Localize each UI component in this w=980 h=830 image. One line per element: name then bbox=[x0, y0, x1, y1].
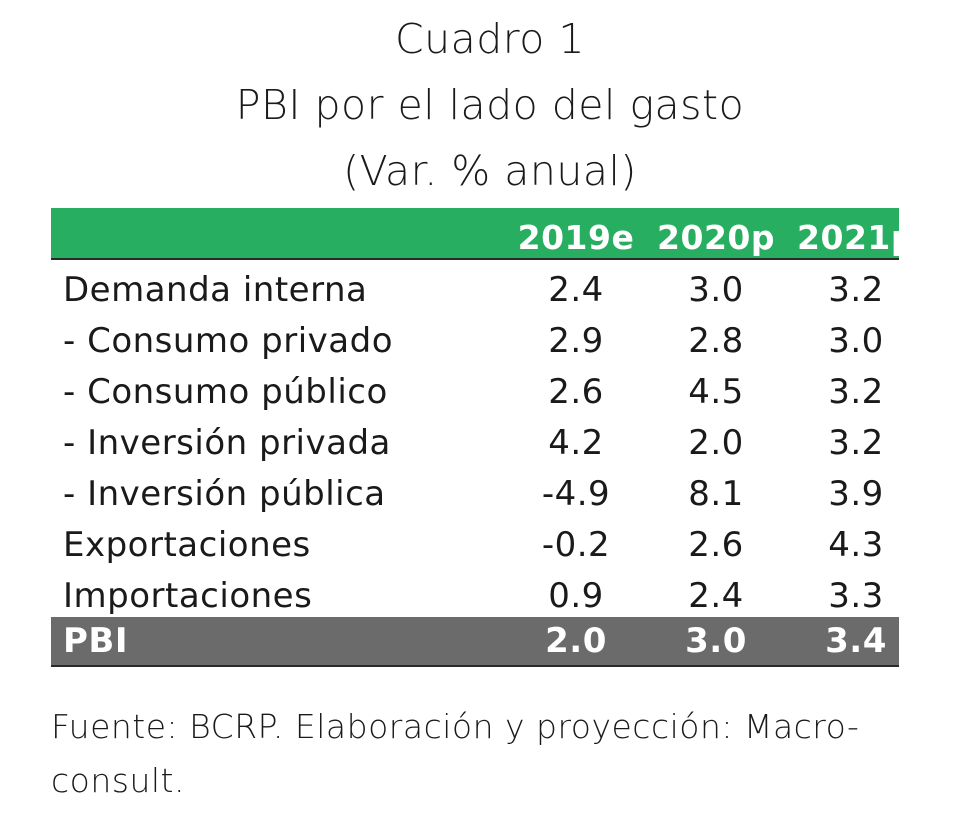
value-2020p: 2.4 bbox=[688, 575, 744, 616]
value-2020p: 4.5 bbox=[688, 371, 744, 412]
row-label: - Consumo privado bbox=[63, 320, 394, 361]
table-row-exportaciones: Exportaciones -0.2 2.6 4.3 bbox=[51, 515, 899, 566]
value-2020p: 2.0 bbox=[688, 422, 744, 463]
column-header-2020p: 2020p bbox=[657, 217, 775, 257]
value-2019e: 2.4 bbox=[548, 269, 604, 310]
total-value-2021p: 3.4 bbox=[825, 621, 887, 661]
total-label: PBI bbox=[63, 621, 128, 661]
row-label: - Inversión privada bbox=[63, 422, 391, 463]
table-row-demanda-interna: Demanda interna 2.4 3.0 3.2 bbox=[51, 260, 899, 311]
column-header-2021p: 2021p bbox=[797, 217, 915, 257]
row-label: - Consumo público bbox=[63, 371, 388, 412]
table-row-inversion-privada: - Inversión privada 4.2 2.0 3.2 bbox=[51, 413, 899, 464]
source-note: Fuente: BCRP. Elaboración y proyección: … bbox=[51, 700, 911, 808]
table-row-inversion-publica: - Inversión pública -4.9 8.1 3.9 bbox=[51, 464, 899, 515]
title-main: PBI por el lado del gasto bbox=[235, 81, 745, 129]
value-2019e: -4.9 bbox=[541, 473, 611, 514]
value-2020p: 3.0 bbox=[688, 269, 744, 310]
title-units: (Var. % anual) bbox=[343, 147, 637, 195]
table-bottom-rule bbox=[51, 665, 899, 667]
value-2021p: 3.9 bbox=[828, 473, 884, 514]
value-2021p: 3.2 bbox=[828, 269, 884, 310]
value-2021p: 4.3 bbox=[828, 524, 884, 565]
table-row-pbi-total: PBI 2.0 3.0 3.4 bbox=[51, 617, 899, 665]
total-value-2020p: 3.0 bbox=[685, 621, 747, 661]
value-2019e: 2.6 bbox=[548, 371, 604, 412]
column-header-2019e: 2019e bbox=[517, 217, 635, 257]
row-label: Importaciones bbox=[63, 575, 313, 616]
table-title: Cuadro 1 PBI por el lado del gasto (Var.… bbox=[0, 6, 980, 204]
value-2021p: 3.2 bbox=[828, 371, 884, 412]
total-value-2019e: 2.0 bbox=[545, 621, 607, 661]
table-row-importaciones: Importaciones 0.9 2.4 3.3 bbox=[51, 566, 899, 617]
row-label: - Inversión pública bbox=[63, 473, 386, 514]
value-2020p: 2.8 bbox=[688, 320, 744, 361]
value-2021p: 3.2 bbox=[828, 422, 884, 463]
value-2019e: 4.2 bbox=[548, 422, 604, 463]
header-divider bbox=[51, 258, 899, 260]
value-2019e: -0.2 bbox=[541, 524, 611, 565]
row-label: Exportaciones bbox=[63, 524, 311, 565]
title-cuadro-number: Cuadro 1 bbox=[395, 15, 585, 63]
table-header-row: 2019e 2020p 2021p bbox=[51, 208, 914, 258]
value-2019e: 2.9 bbox=[548, 320, 604, 361]
value-2019e: 0.9 bbox=[548, 575, 604, 616]
value-2020p: 2.6 bbox=[688, 524, 744, 565]
table-row-consumo-publico: - Consumo público 2.6 4.5 3.2 bbox=[51, 362, 899, 413]
value-2020p: 8.1 bbox=[688, 473, 744, 514]
table-row-consumo-privado: - Consumo privado 2.9 2.8 3.0 bbox=[51, 311, 899, 362]
source-line-1: Fuente: BCRP. Elaboración y proyección: … bbox=[51, 707, 860, 746]
source-line-2: consult. bbox=[51, 761, 185, 800]
gdp-expenditure-table: 2019e 2020p 2021p Demanda interna 2.4 3.… bbox=[51, 208, 914, 667]
value-2021p: 3.0 bbox=[828, 320, 884, 361]
value-2021p: 3.3 bbox=[828, 575, 884, 616]
row-label: Demanda interna bbox=[63, 269, 368, 310]
